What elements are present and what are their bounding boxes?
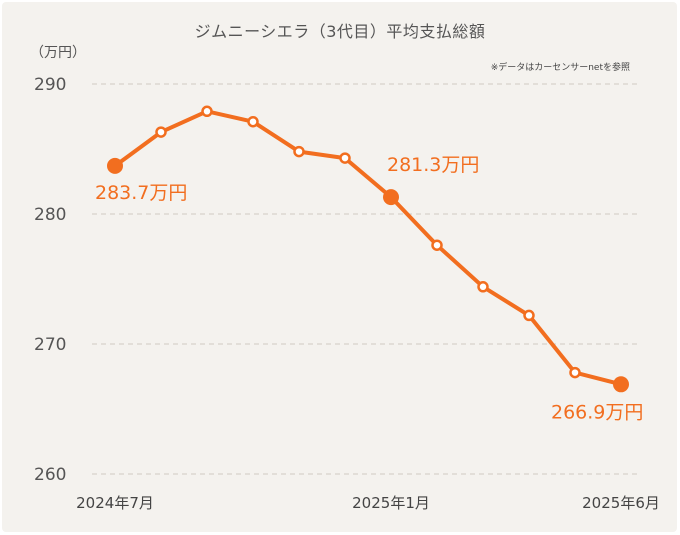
- data-point: [569, 366, 581, 379]
- source-note: ※データはカーセンサーnetを参照: [490, 63, 630, 73]
- x-tick-labels: 2024年7月 2025年1月 2025年6月: [76, 494, 660, 512]
- y-tick-label: 290: [34, 75, 66, 95]
- y-axis-unit: （万円）: [30, 45, 86, 61]
- data-label: 281.3万円: [387, 154, 479, 176]
- data-point: [155, 126, 167, 138]
- y-tick-label: 280: [34, 205, 66, 225]
- data-point: [477, 281, 489, 293]
- series-line: [113, 109, 623, 387]
- data-label: 283.7万円: [95, 182, 187, 204]
- x-tick-label: 2025年6月: [582, 494, 660, 512]
- data-point: [247, 115, 259, 128]
- data-point: [523, 309, 535, 322]
- chart-title: ジムニーシエラ（3代目）平均支払総額: [194, 22, 486, 41]
- highlighted-point: [383, 189, 399, 206]
- data-point: [293, 145, 305, 158]
- x-tick-label: 2025年1月: [352, 494, 430, 512]
- data-point: [431, 239, 443, 251]
- highlighted-point: [107, 157, 123, 174]
- data-point: [201, 105, 213, 118]
- y-tick-labels: 260 270 280 290: [34, 75, 66, 485]
- y-tick-label: 260: [34, 465, 66, 485]
- data-points: [107, 105, 629, 393]
- data-labels: 283.7万円 281.3万円 266.9万円: [95, 154, 643, 423]
- highlighted-point: [613, 376, 629, 393]
- gridlines: [92, 83, 640, 475]
- y-tick-label: 270: [34, 335, 66, 355]
- x-tick-label: 2024年7月: [76, 494, 154, 512]
- data-label: 266.9万円: [551, 401, 643, 423]
- data-point: [339, 152, 351, 164]
